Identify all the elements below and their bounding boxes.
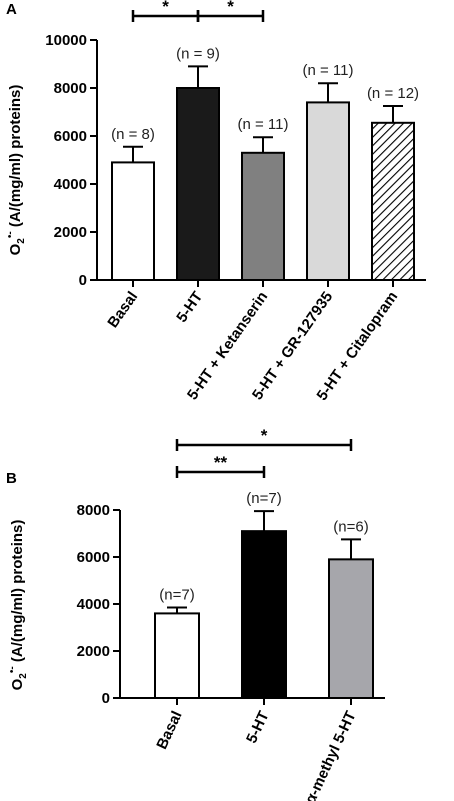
n-label: (n = 11) <box>238 116 289 133</box>
error-bar <box>254 510 274 532</box>
y-tick-label: 10000 <box>45 32 87 49</box>
n-label: (n=7) <box>159 587 194 604</box>
panel-label: B <box>6 470 17 487</box>
n-label: (n = 9) <box>176 45 220 62</box>
y-tick-label: 8000 <box>54 80 87 97</box>
significance-label: ** <box>214 453 228 472</box>
error-bar <box>253 136 273 153</box>
bar <box>241 151 285 281</box>
significance-label: * <box>227 0 234 16</box>
bar <box>306 101 350 282</box>
n-label: (n=6) <box>333 518 368 535</box>
error-bar <box>123 145 143 163</box>
y-tick-label: 0 <box>102 690 110 707</box>
significance-bracket: * <box>175 426 353 451</box>
significance-label: * <box>261 426 268 445</box>
y-tick-label: 6000 <box>77 549 110 566</box>
bar <box>371 121 415 281</box>
n-label: (n = 11) <box>303 62 354 79</box>
bar <box>154 612 200 700</box>
bar <box>111 161 155 281</box>
y-tick-label: 2000 <box>54 224 87 241</box>
panel-label: A <box>6 1 17 18</box>
y-label-unit: (A/(mg/ml) proteins) <box>7 85 24 232</box>
y-label-unit: (A/(mg/ml) proteins) <box>9 520 26 667</box>
significance-bracket: ** <box>175 453 266 478</box>
bar <box>176 87 220 281</box>
significance-bracket: * <box>131 0 200 22</box>
y-label-symbol: O <box>9 678 26 690</box>
error-bar <box>188 65 208 88</box>
error-bar <box>341 538 361 560</box>
y-tick-label: 2000 <box>77 643 110 660</box>
y-tick-label: 4000 <box>54 176 87 193</box>
significance-bracket: * <box>196 0 265 22</box>
category-label: 5-HT <box>173 289 206 326</box>
n-label: (n=7) <box>246 490 281 507</box>
bar <box>241 530 287 700</box>
y-label-superscript: •- <box>7 666 18 673</box>
y-label-superscript: •- <box>5 231 16 238</box>
y-axis-label: O2•- (A/(mg/ml) proteins) <box>5 85 27 256</box>
category-label: Basal <box>153 709 185 752</box>
category-label: Basal <box>104 289 141 332</box>
y-tick-label: 8000 <box>77 502 110 519</box>
error-bar <box>318 82 338 103</box>
n-label: (n = 8) <box>111 126 155 143</box>
chart-panel-a: A O2•- (A/(mg/ml) proteins) 0 2000 4000 6000 8… <box>5 0 426 404</box>
y-tick-label: 4000 <box>77 596 110 613</box>
significance-label: * <box>162 0 169 16</box>
n-label: (n = 12) <box>367 85 419 102</box>
y-label-subscript: 2 <box>18 673 29 679</box>
chart-panel-b: B O2•- (A/(mg/ml) proteins) 0 2000 4000 6000 8… <box>6 426 385 801</box>
category-label: α-methyl 5-HT <box>302 709 360 801</box>
y-tick-label: 6000 <box>54 128 87 145</box>
y-tick-label: 0 <box>79 272 87 289</box>
y-label-subscript: 2 <box>16 238 27 244</box>
bar <box>328 558 374 699</box>
y-label-symbol: O <box>7 243 24 255</box>
y-axis-label: O2•- (A/(mg/ml) proteins) <box>7 520 29 691</box>
error-bar <box>383 105 403 123</box>
category-label: 5-HT <box>243 709 272 746</box>
